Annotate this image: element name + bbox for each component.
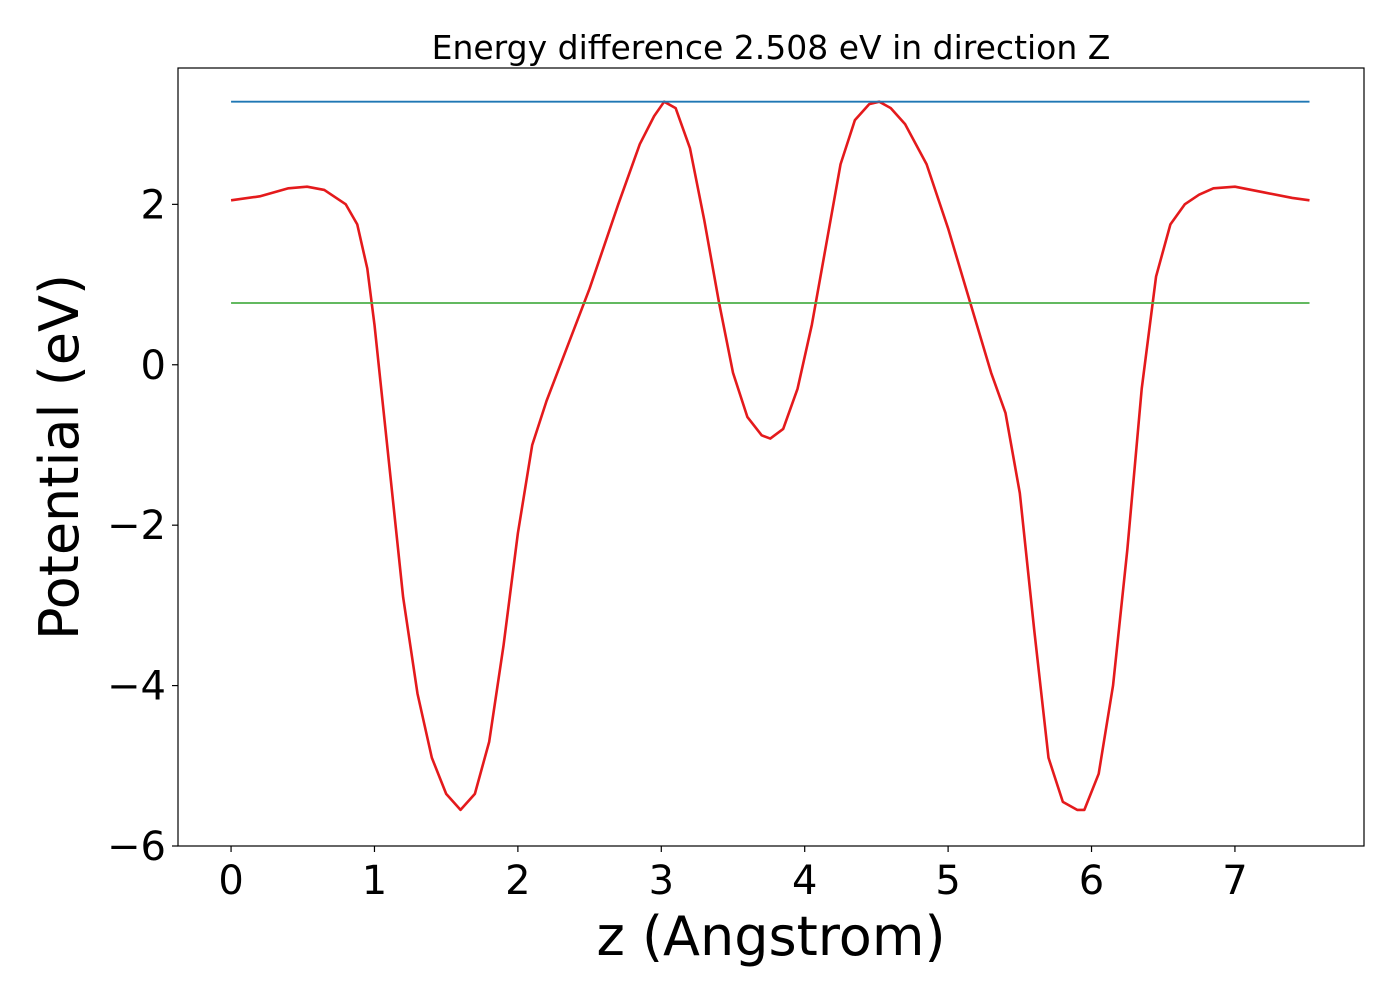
y-axis-ticks: −6 −4 −2 0 2: [107, 182, 178, 870]
x-tick-label: 2: [505, 858, 530, 904]
x-tick-label: 1: [362, 858, 387, 904]
x-tick-label: 4: [792, 858, 817, 904]
x-tick-label: 0: [218, 858, 243, 904]
x-axis-ticks: 0 1 2 3 4 5 6 7: [218, 846, 1248, 904]
series-line-potential: [230, 100, 1310, 812]
x-tick-label: 3: [649, 858, 674, 904]
plot-frame: [177, 67, 1365, 847]
series-layer: [230, 100, 1310, 812]
x-axis-label: z (Angstrom): [596, 905, 945, 968]
x-tick-label: 5: [935, 858, 960, 904]
plot-area: [177, 67, 1365, 847]
y-axis-label: Potential (eV): [28, 274, 91, 640]
y-tick-label: −2: [107, 503, 166, 549]
x-tick-label: 6: [1079, 858, 1104, 904]
y-tick-label: −6: [107, 824, 166, 870]
x-tick-label: 7: [1222, 858, 1247, 904]
y-tick-label: 2: [141, 182, 166, 228]
y-tick-label: −4: [107, 664, 166, 710]
y-tick-label: 0: [141, 343, 166, 389]
chart-title: Energy difference 2.508 eV in direction …: [432, 28, 1111, 67]
